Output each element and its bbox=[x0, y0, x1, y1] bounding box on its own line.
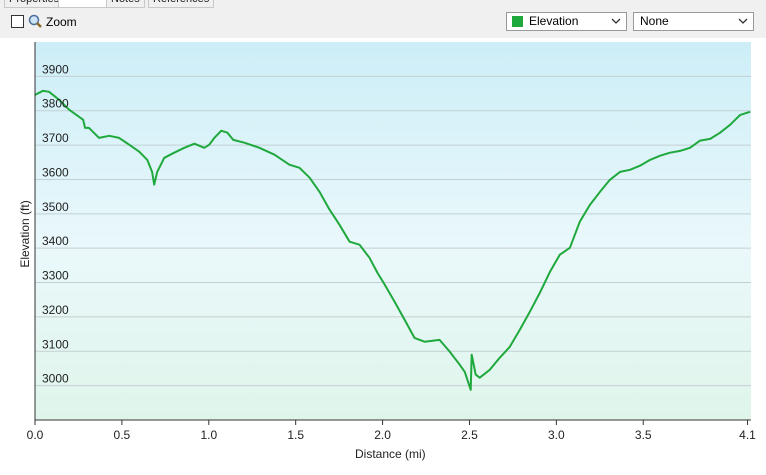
second-dropdown[interactable]: None bbox=[633, 12, 754, 31]
y-tick-label: 3600 bbox=[42, 165, 69, 179]
y-tick-label: 3100 bbox=[42, 337, 69, 351]
series-swatch bbox=[512, 16, 523, 27]
zoom-icon bbox=[28, 14, 42, 28]
y-axis-label: Elevation (ft) bbox=[18, 200, 32, 267]
y-tick-label: 3000 bbox=[42, 372, 69, 386]
tab[interactable]: References bbox=[148, 0, 215, 8]
y-tick-label: 3200 bbox=[42, 303, 69, 317]
y-tick-label: 3300 bbox=[42, 269, 69, 283]
elevation-line bbox=[34, 89, 751, 391]
x-tick-label: 0.0 bbox=[27, 428, 44, 442]
y-tick-label: 3500 bbox=[42, 200, 69, 214]
zoom-label: Zoom bbox=[46, 15, 77, 29]
zoom-checkbox[interactable] bbox=[11, 15, 24, 28]
dropdown-arrow bbox=[611, 18, 621, 24]
plot-area bbox=[35, 42, 751, 420]
x-tick-label: 3.5 bbox=[635, 428, 652, 442]
y-tick-label: 3400 bbox=[42, 234, 69, 248]
series-dropdown[interactable]: Elevation bbox=[506, 12, 627, 31]
y-tick-label: 3900 bbox=[42, 62, 69, 76]
tab[interactable]: Notes bbox=[106, 0, 145, 8]
x-tick-label: 4.1 bbox=[739, 428, 756, 442]
dropdown-arrow bbox=[738, 18, 748, 24]
x-tick-label: 0.5 bbox=[114, 428, 131, 442]
series-dropdown-text: Elevation bbox=[529, 14, 579, 28]
x-tick-label: 2.5 bbox=[461, 428, 478, 442]
y-tick-label: 3700 bbox=[42, 131, 69, 145]
y-tick-label: 3800 bbox=[42, 97, 69, 111]
second-dropdown-text: None bbox=[640, 14, 669, 28]
x-tick-label: 1.0 bbox=[200, 428, 217, 442]
x-tick-label: 1.5 bbox=[287, 428, 304, 442]
x-tick-label: 3.0 bbox=[548, 428, 565, 442]
x-tick-label: 2.0 bbox=[374, 428, 391, 442]
x-axis-label: Distance (mi) bbox=[355, 447, 426, 461]
